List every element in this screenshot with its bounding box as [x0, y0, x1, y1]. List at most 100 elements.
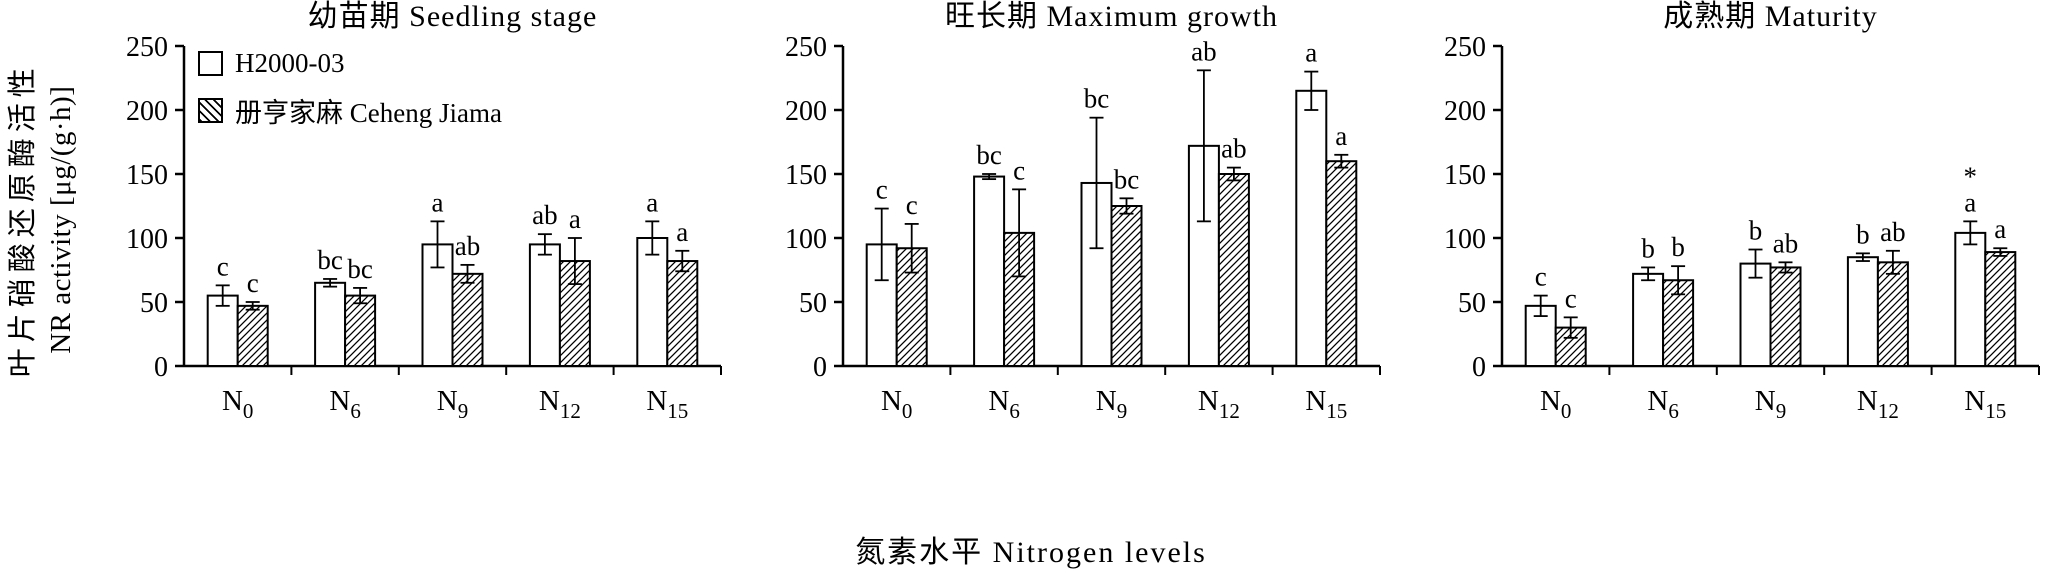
bar-open: [528, 243, 561, 367]
sig-label: bc: [1084, 84, 1110, 114]
sig-label: c: [876, 175, 888, 205]
x-tick-label: N0: [222, 385, 253, 423]
legend-item-h2000-03: H2000-03: [198, 48, 502, 79]
legend-label-h2000-03: H2000-03: [235, 48, 345, 78]
sig-label: a: [1305, 38, 1317, 68]
y-tick-label: 0: [1472, 352, 1486, 383]
panel-seedling-stage: 幼苗期 Seedling stage 0 50 100 150 200 250 N0 c c N6…: [84, 0, 739, 436]
x-tick-label: N12: [1198, 385, 1240, 423]
bar-hatched: [1769, 266, 1802, 367]
bar-open: [1954, 231, 1987, 367]
y-axis-title-en: NR activity [μg/(g·h)]: [44, 85, 77, 355]
sig-label: ab: [1191, 36, 1216, 66]
y-tick-label: 100: [126, 224, 168, 255]
bar-hatched: [1217, 173, 1250, 367]
sig-label: ab: [1221, 134, 1246, 164]
y-axis-title-text: 叶片硝酸还原酶活性 NR activity [μg/(g·h)]: [4, 62, 79, 377]
sig-label: c: [1565, 283, 1577, 313]
x-tick-label: N15: [646, 385, 688, 423]
bar-hatched: [1110, 205, 1143, 367]
bar-open: [636, 237, 669, 367]
panel-maximum-growth: 旺长期 Maximum growth 0 50 100 150 200 250 N0 c c N6…: [743, 0, 1398, 436]
sig-label: bc: [347, 254, 373, 284]
sig-label: b: [1671, 232, 1685, 262]
y-tick-label: 0: [154, 352, 168, 383]
sig-label: *: [1964, 161, 1978, 191]
x-tick-label: N0: [1540, 385, 1571, 423]
y-tick-label: 150: [785, 160, 827, 191]
open-bar-swatch-icon: [198, 51, 223, 76]
x-tick-label: N9: [1755, 385, 1786, 423]
y-tick-label: 150: [1444, 160, 1486, 191]
y-tick-label: 50: [1458, 288, 1486, 319]
x-tick-label: N6: [329, 385, 360, 423]
y-axis-title-cn: 叶片硝酸还原酶活性: [6, 62, 39, 378]
bar-open: [1739, 262, 1772, 368]
y-tick-label: 200: [126, 96, 168, 127]
sig-label: b: [1749, 216, 1763, 246]
legend-item-ceheng-jiama: 册亨家麻 Ceheng Jiama: [198, 91, 502, 130]
x-tick-label: N15: [1964, 385, 2006, 423]
y-tick-label: 250: [1444, 34, 1486, 63]
y-tick-label: 50: [799, 288, 827, 319]
sig-label: ab: [1773, 228, 1798, 258]
sig-label: a: [1335, 121, 1347, 151]
bar-hatched: [666, 260, 699, 367]
bar-open: [1632, 272, 1665, 367]
sig-label: b: [1641, 233, 1655, 263]
sig-label: ab: [532, 200, 557, 230]
sig-label: c: [247, 268, 259, 298]
bar-open: [314, 281, 347, 367]
legend-label-ceheng-jiama: 册亨家麻 Ceheng Jiama: [235, 98, 502, 128]
bar-open: [1846, 256, 1879, 367]
panels-row: 幼苗期 Seedling stage 0 50 100 150 200 250 N0 c c N6…: [84, 0, 2057, 436]
x-tick-label: N6: [988, 385, 1019, 423]
y-tick-label: 0: [813, 352, 827, 383]
y-tick-label: 250: [785, 34, 827, 63]
sig-label: c: [1535, 262, 1547, 292]
bar-open: [206, 294, 239, 368]
x-tick-label: N9: [1096, 385, 1127, 423]
sig-label: ab: [1880, 217, 1905, 247]
x-tick-label: N15: [1305, 385, 1347, 423]
y-axis-title: 叶片硝酸还原酶活性 NR activity [μg/(g·h)]: [0, 0, 84, 440]
sig-label: c: [1013, 155, 1025, 185]
y-tick-label: 200: [785, 96, 827, 127]
panel-title-maturity: 成熟期 Maturity: [1663, 0, 1878, 33]
y-tick-label: 250: [126, 34, 168, 63]
sig-label: *: [1305, 34, 1319, 42]
bar-hatched: [1984, 251, 2017, 367]
y-tick-label: 200: [1444, 96, 1486, 127]
bar-hatched: [1325, 160, 1358, 367]
sig-label: bc: [1114, 164, 1140, 194]
sig-label: bc: [317, 245, 343, 275]
sig-label: a: [1964, 187, 1976, 217]
y-tick-label: 150: [126, 160, 168, 191]
y-tick-label: 100: [1444, 224, 1486, 255]
x-tick-label: N12: [1857, 385, 1899, 423]
bar-hatched: [451, 272, 484, 367]
bar-open: [973, 175, 1006, 367]
bar-chart-maximum-growth: 050100150200250N0ccN6bccN9bcbcN12ababN15…: [785, 34, 1381, 423]
x-tick-label: N0: [881, 385, 912, 423]
sig-label: a: [1994, 214, 2006, 244]
panel-title-maximum-growth: 旺长期 Maximum growth: [945, 0, 1278, 33]
x-tick-label: N9: [437, 385, 468, 423]
bar-hatched: [1876, 261, 1909, 368]
hatched-bar-swatch-icon: [198, 98, 223, 123]
sig-label: a: [432, 187, 444, 217]
x-axis-title: 氮素水平 Nitrogen levels: [855, 536, 1207, 569]
panel-title-seedling: 幼苗期 Seedling stage: [307, 0, 598, 33]
y-tick-label: 50: [140, 288, 168, 319]
bar-hatched: [344, 294, 377, 368]
sig-label: b: [1856, 219, 1870, 249]
legend: H2000-03 册亨家麻 Ceheng Jiama: [198, 48, 502, 130]
x-tick-label: N12: [539, 385, 581, 423]
sig-label: ab: [455, 231, 480, 261]
bar-open: [1080, 181, 1113, 367]
sig-label: a: [676, 217, 688, 247]
sig-label: a: [646, 187, 658, 217]
bar-hatched: [236, 304, 269, 367]
